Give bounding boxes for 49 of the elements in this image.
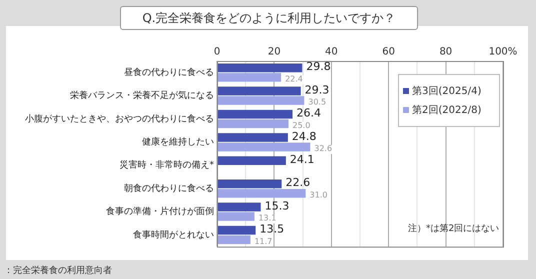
bar (218, 179, 282, 188)
y-tick-label: 食事時間がとれない (133, 229, 214, 240)
bar (218, 212, 254, 221)
legend-label: 第3回(2025/4) (411, 85, 482, 98)
text: ：完全栄養食の利用意向者 (4, 264, 112, 277)
data-label: 31.0 (310, 190, 328, 200)
bar (218, 202, 261, 212)
x-tick-label: 40 (325, 46, 338, 58)
data-label: 24.8 (292, 130, 316, 143)
bar (218, 188, 306, 198)
y-tick-label: 栄養バランス・栄養不足が気になる (70, 90, 214, 102)
y-tick-label: 小腹がすいたときや、おやつの代わりに食べる (25, 113, 214, 124)
bar (218, 142, 310, 152)
y-tick-label: 健康を維持したい (142, 136, 214, 148)
data-label: 26.4 (296, 106, 322, 120)
data-label: 32.6 (314, 144, 332, 154)
bar (218, 156, 286, 166)
y-tick-label: 朝食の代わりに食べる (124, 182, 214, 194)
x-tick-label: 0 (214, 46, 220, 58)
bar (218, 96, 304, 105)
bar (218, 110, 293, 119)
data-label: 24.1 (290, 153, 314, 166)
bar (218, 72, 282, 82)
bar (218, 226, 256, 235)
bar (218, 63, 302, 72)
bar (218, 86, 301, 96)
bar (218, 133, 288, 142)
data-label: 11.7 (254, 236, 272, 246)
data-label: 29.3 (304, 83, 330, 96)
data-label: 13.5 (260, 222, 284, 236)
x-tick-label: 100% (488, 46, 518, 58)
x-tick-label: 60 (382, 46, 395, 58)
data-label: 30.5 (308, 98, 326, 107)
bar (218, 119, 288, 128)
data-label: 25.0 (292, 120, 310, 130)
bar (218, 235, 250, 244)
annotation: 注）*は第2回にはない (408, 222, 500, 235)
data-label: 13.1 (258, 214, 276, 223)
data-label: 22.6 (286, 176, 310, 190)
data-label: 22.4 (285, 74, 303, 84)
legend-label: 第2回(2022/8) (411, 104, 482, 117)
x-tick-label: 80 (439, 46, 452, 58)
y-tick-label: 昼食の代わりに食べる (124, 66, 214, 78)
chart-title: Q.完全栄養食をどのように利用したいですか？ (120, 6, 418, 30)
y-tick-label: 災害時・非常時の備え* (120, 160, 214, 171)
data-label: 29.8 (306, 60, 331, 74)
x-tick-label: 20 (268, 46, 281, 58)
y-tick-label: 食事の準備・片付けが面倒 (106, 206, 214, 218)
data-label: 15.3 (264, 199, 290, 212)
